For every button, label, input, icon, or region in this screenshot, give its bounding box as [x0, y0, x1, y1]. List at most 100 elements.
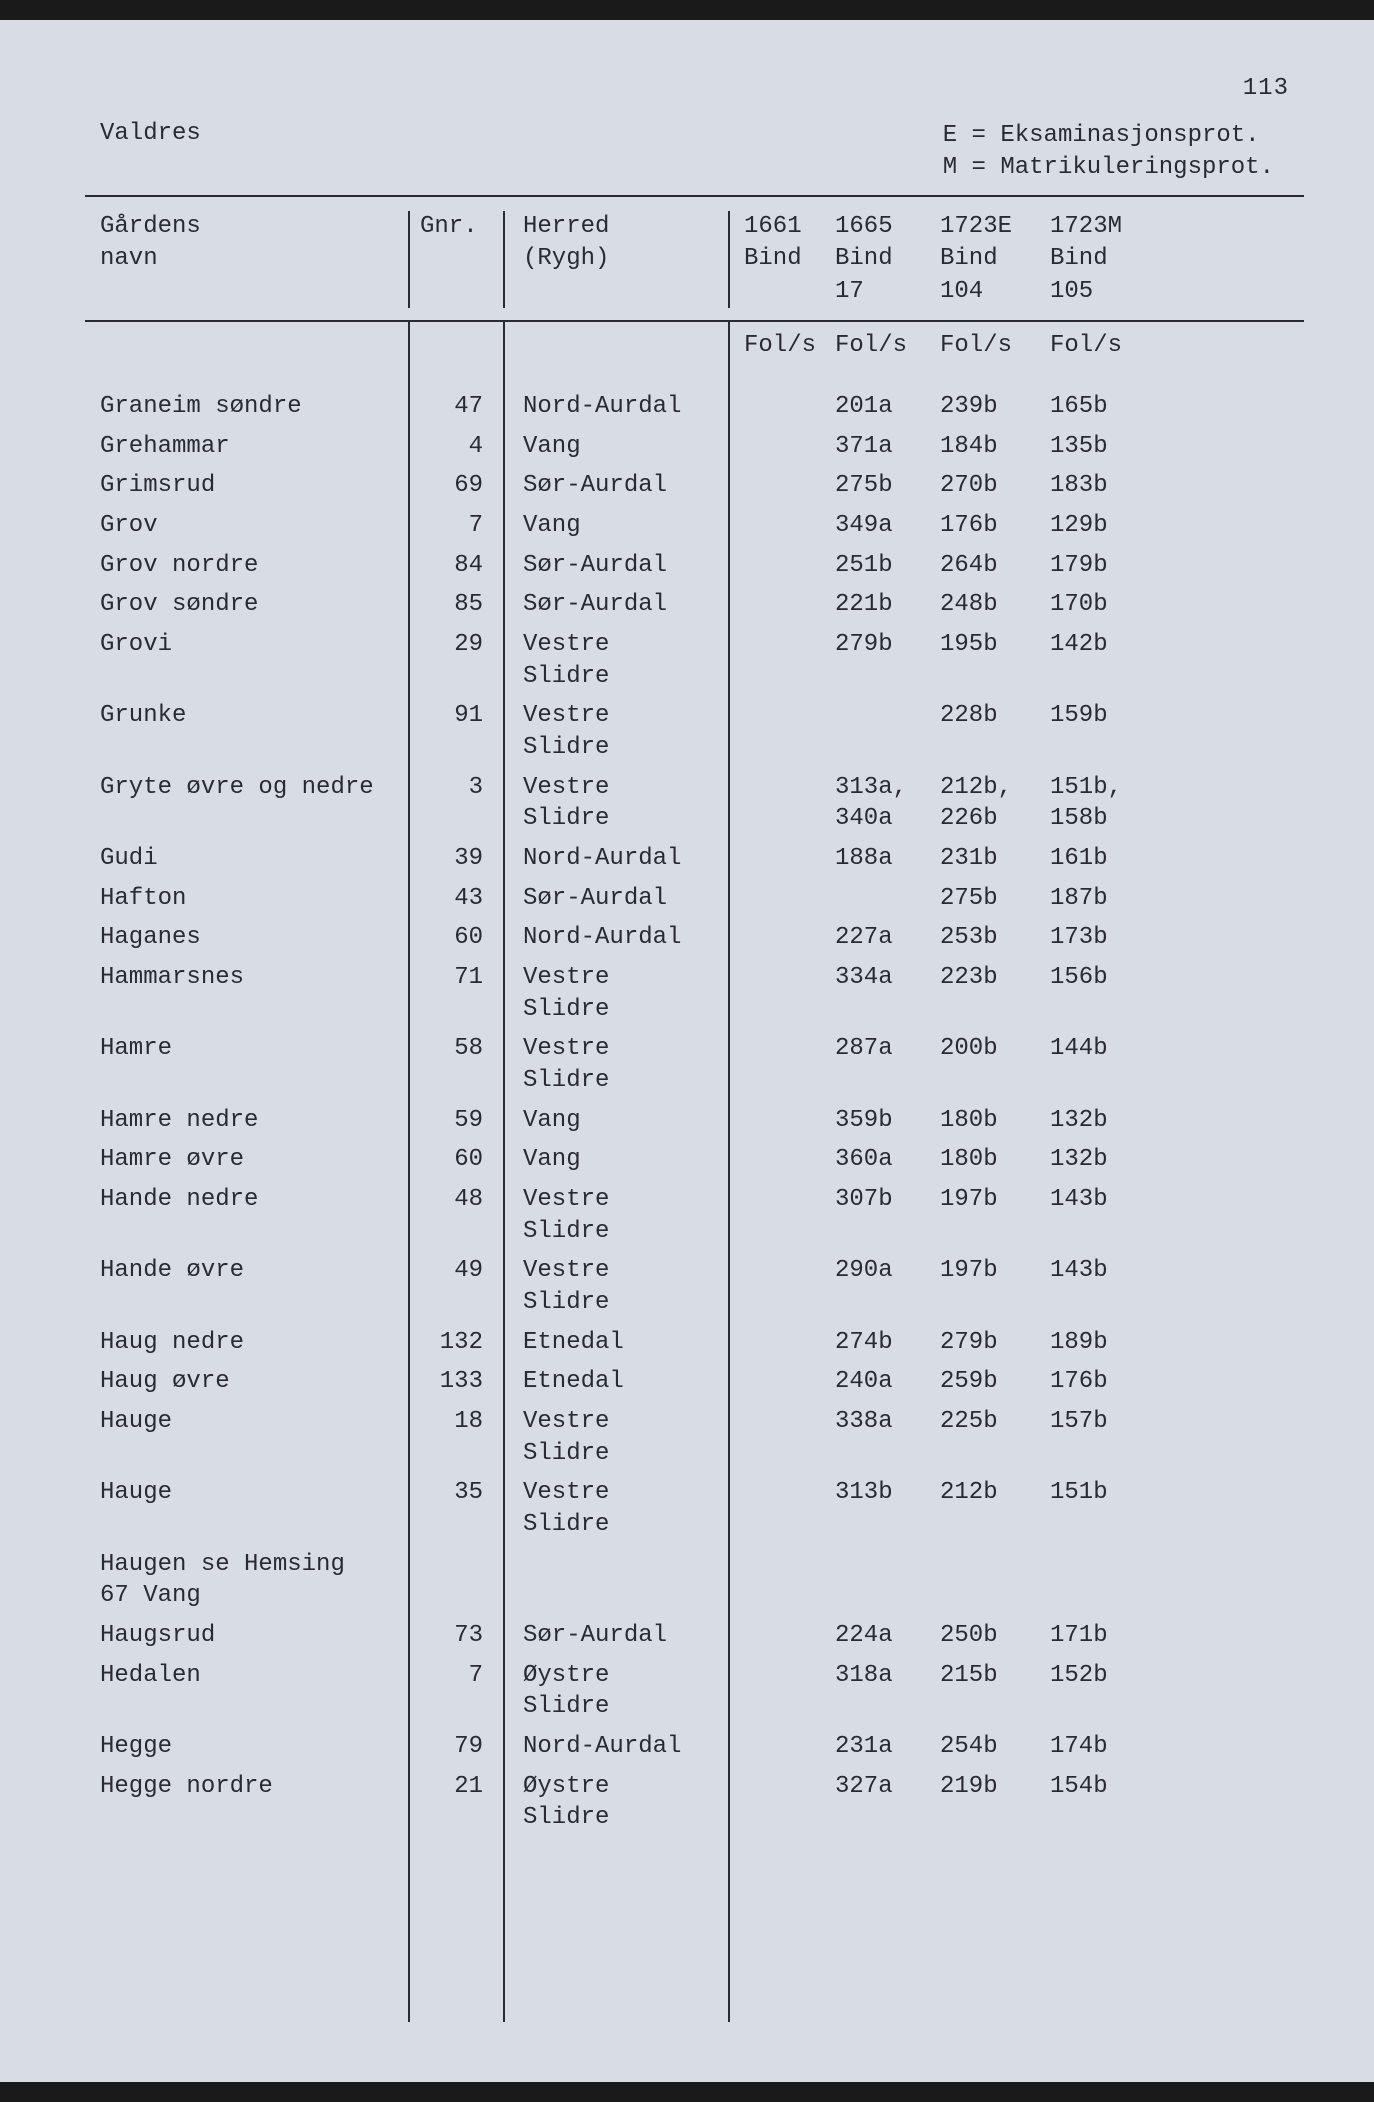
cell-1661 [730, 883, 835, 915]
cell-1661 [730, 1366, 835, 1398]
cell-1661 [730, 1255, 835, 1318]
cell-1723m: 171b [1050, 1620, 1160, 1652]
table-row: Haugsrud73Sør-Aurdal224a250b171b [85, 1616, 1304, 1656]
cell-1661 [730, 1731, 835, 1763]
cell-gnr: 71 [410, 962, 505, 1025]
cell-gnr: 29 [410, 629, 505, 692]
cell-1661 [730, 1771, 835, 1834]
cell-1665: 327a [835, 1771, 940, 1834]
cell-1661 [730, 1105, 835, 1137]
cell-1723e: 264b [940, 550, 1050, 582]
cell-1665: 251b [835, 550, 940, 582]
cell-gnr: 48 [410, 1184, 505, 1247]
cell-herred: Vestre Slidre [505, 772, 730, 835]
cell-1723m: 151b, 158b [1050, 772, 1160, 835]
cell-herred: Øystre Slidre [505, 1771, 730, 1834]
cell-herred: Vestre Slidre [505, 962, 730, 1025]
cell-1661 [730, 629, 835, 692]
header-gnr: Gnr. [410, 211, 505, 308]
cell-1665: 227a [835, 922, 940, 954]
table-row: Hammarsnes71Vestre Slidre334a223b156b [85, 958, 1304, 1029]
cell-gnr: 18 [410, 1406, 505, 1469]
cell-gnr: 21 [410, 1771, 505, 1834]
table-row: Graneim søndre47Nord-Aurdal201a239b165b [85, 387, 1304, 427]
data-section: Fol/s Fol/s Fol/s Fol/s Graneim søndre47… [85, 322, 1304, 2022]
cell-name: Hamre [85, 1033, 410, 1096]
cell-1665: 307b [835, 1184, 940, 1247]
cell-herred: Vang [505, 510, 730, 542]
cell-1661 [730, 391, 835, 423]
cell-gnr: 3 [410, 772, 505, 835]
cell-1661 [730, 589, 835, 621]
cell-name: Gudi [85, 843, 410, 875]
legend-line-1: E = Eksaminasjonsprot. [943, 120, 1274, 152]
cell-1723m: 143b [1050, 1255, 1160, 1318]
fols-1723m: Fol/s [1050, 332, 1160, 359]
table-container: Gårdens navn Gnr. Herred (Rygh) 1661 Bin… [85, 195, 1304, 2022]
cell-herred: Vang [505, 1144, 730, 1176]
cell-name: Haugsrud [85, 1620, 410, 1652]
cell-1723e: 259b [940, 1366, 1050, 1398]
cell-1723m: 165b [1050, 391, 1160, 423]
cell-name: Hamre nedre [85, 1105, 410, 1137]
cell-1723m: 174b [1050, 1731, 1160, 1763]
table-row: Grovi29Vestre Slidre279b195b142b [85, 625, 1304, 696]
cell-name: Grimsrud [85, 470, 410, 502]
table-row: Gryte øvre og nedre3Vestre Slidre313a, 3… [85, 768, 1304, 839]
cell-1723m: 156b [1050, 962, 1160, 1025]
cell-gnr: 4 [410, 431, 505, 463]
cell-1661 [730, 1184, 835, 1247]
cell-herred: Vang [505, 431, 730, 463]
cell-1723m [1050, 1549, 1160, 1612]
table-row: Hedalen7Øystre Slidre318a215b152b [85, 1656, 1304, 1727]
cell-1723e: 195b [940, 629, 1050, 692]
legend: E = Eksaminasjonsprot. M = Matrikulering… [943, 120, 1274, 185]
cell-name: Haug nedre [85, 1327, 410, 1359]
cell-1723m: 132b [1050, 1144, 1160, 1176]
cell-1723e: 184b [940, 431, 1050, 463]
cell-1723e: 219b [940, 1771, 1050, 1834]
cell-1665 [835, 883, 940, 915]
cell-1723m: 183b [1050, 470, 1160, 502]
cell-gnr: 132 [410, 1327, 505, 1359]
cell-1661 [730, 1477, 835, 1540]
table-row: Haug nedre132Etnedal274b279b189b [85, 1323, 1304, 1363]
cell-1661 [730, 1033, 835, 1096]
cell-gnr: 47 [410, 391, 505, 423]
cell-name: Graneim søndre [85, 391, 410, 423]
cell-1661 [730, 843, 835, 875]
cell-1665: 290a [835, 1255, 940, 1318]
cell-1723e: 231b [940, 843, 1050, 875]
cell-herred: Nord-Aurdal [505, 391, 730, 423]
cell-gnr: 73 [410, 1620, 505, 1652]
table-row: Hegge nordre21Øystre Slidre327a219b154b [85, 1767, 1304, 1838]
cell-1723m: 152b [1050, 1660, 1160, 1723]
cell-herred: Nord-Aurdal [505, 1731, 730, 1763]
cell-1723e: 212b, 226b [940, 772, 1050, 835]
cell-1723e: 180b [940, 1105, 1050, 1137]
cell-herred: Etnedal [505, 1366, 730, 1398]
cell-gnr: 84 [410, 550, 505, 582]
cell-herred [505, 1549, 730, 1612]
cell-herred: Vestre Slidre [505, 1406, 730, 1469]
cell-1723e: 270b [940, 470, 1050, 502]
cell-herred: Sør-Aurdal [505, 1620, 730, 1652]
cell-gnr: 60 [410, 1144, 505, 1176]
cell-1723m: 151b [1050, 1477, 1160, 1540]
header-herred: Herred (Rygh) [505, 211, 730, 308]
cell-1661 [730, 1620, 835, 1652]
cell-herred: Sør-Aurdal [505, 470, 730, 502]
fols-1723e: Fol/s [940, 332, 1050, 359]
cell-1723e: 223b [940, 962, 1050, 1025]
cell-name: Hande øvre [85, 1255, 410, 1318]
fols-1665: Fol/s [835, 332, 940, 359]
cell-1723e: 212b [940, 1477, 1050, 1540]
cell-1665: 231a [835, 1731, 940, 1763]
cell-1665: 240a [835, 1366, 940, 1398]
cell-herred: Vestre Slidre [505, 1477, 730, 1540]
cell-1723m: 144b [1050, 1033, 1160, 1096]
cell-herred: Vestre Slidre [505, 1255, 730, 1318]
region-name: Valdres [100, 120, 201, 185]
header-1661: 1661 Bind [730, 211, 835, 308]
table-row: Haganes60Nord-Aurdal227a253b173b [85, 918, 1304, 958]
